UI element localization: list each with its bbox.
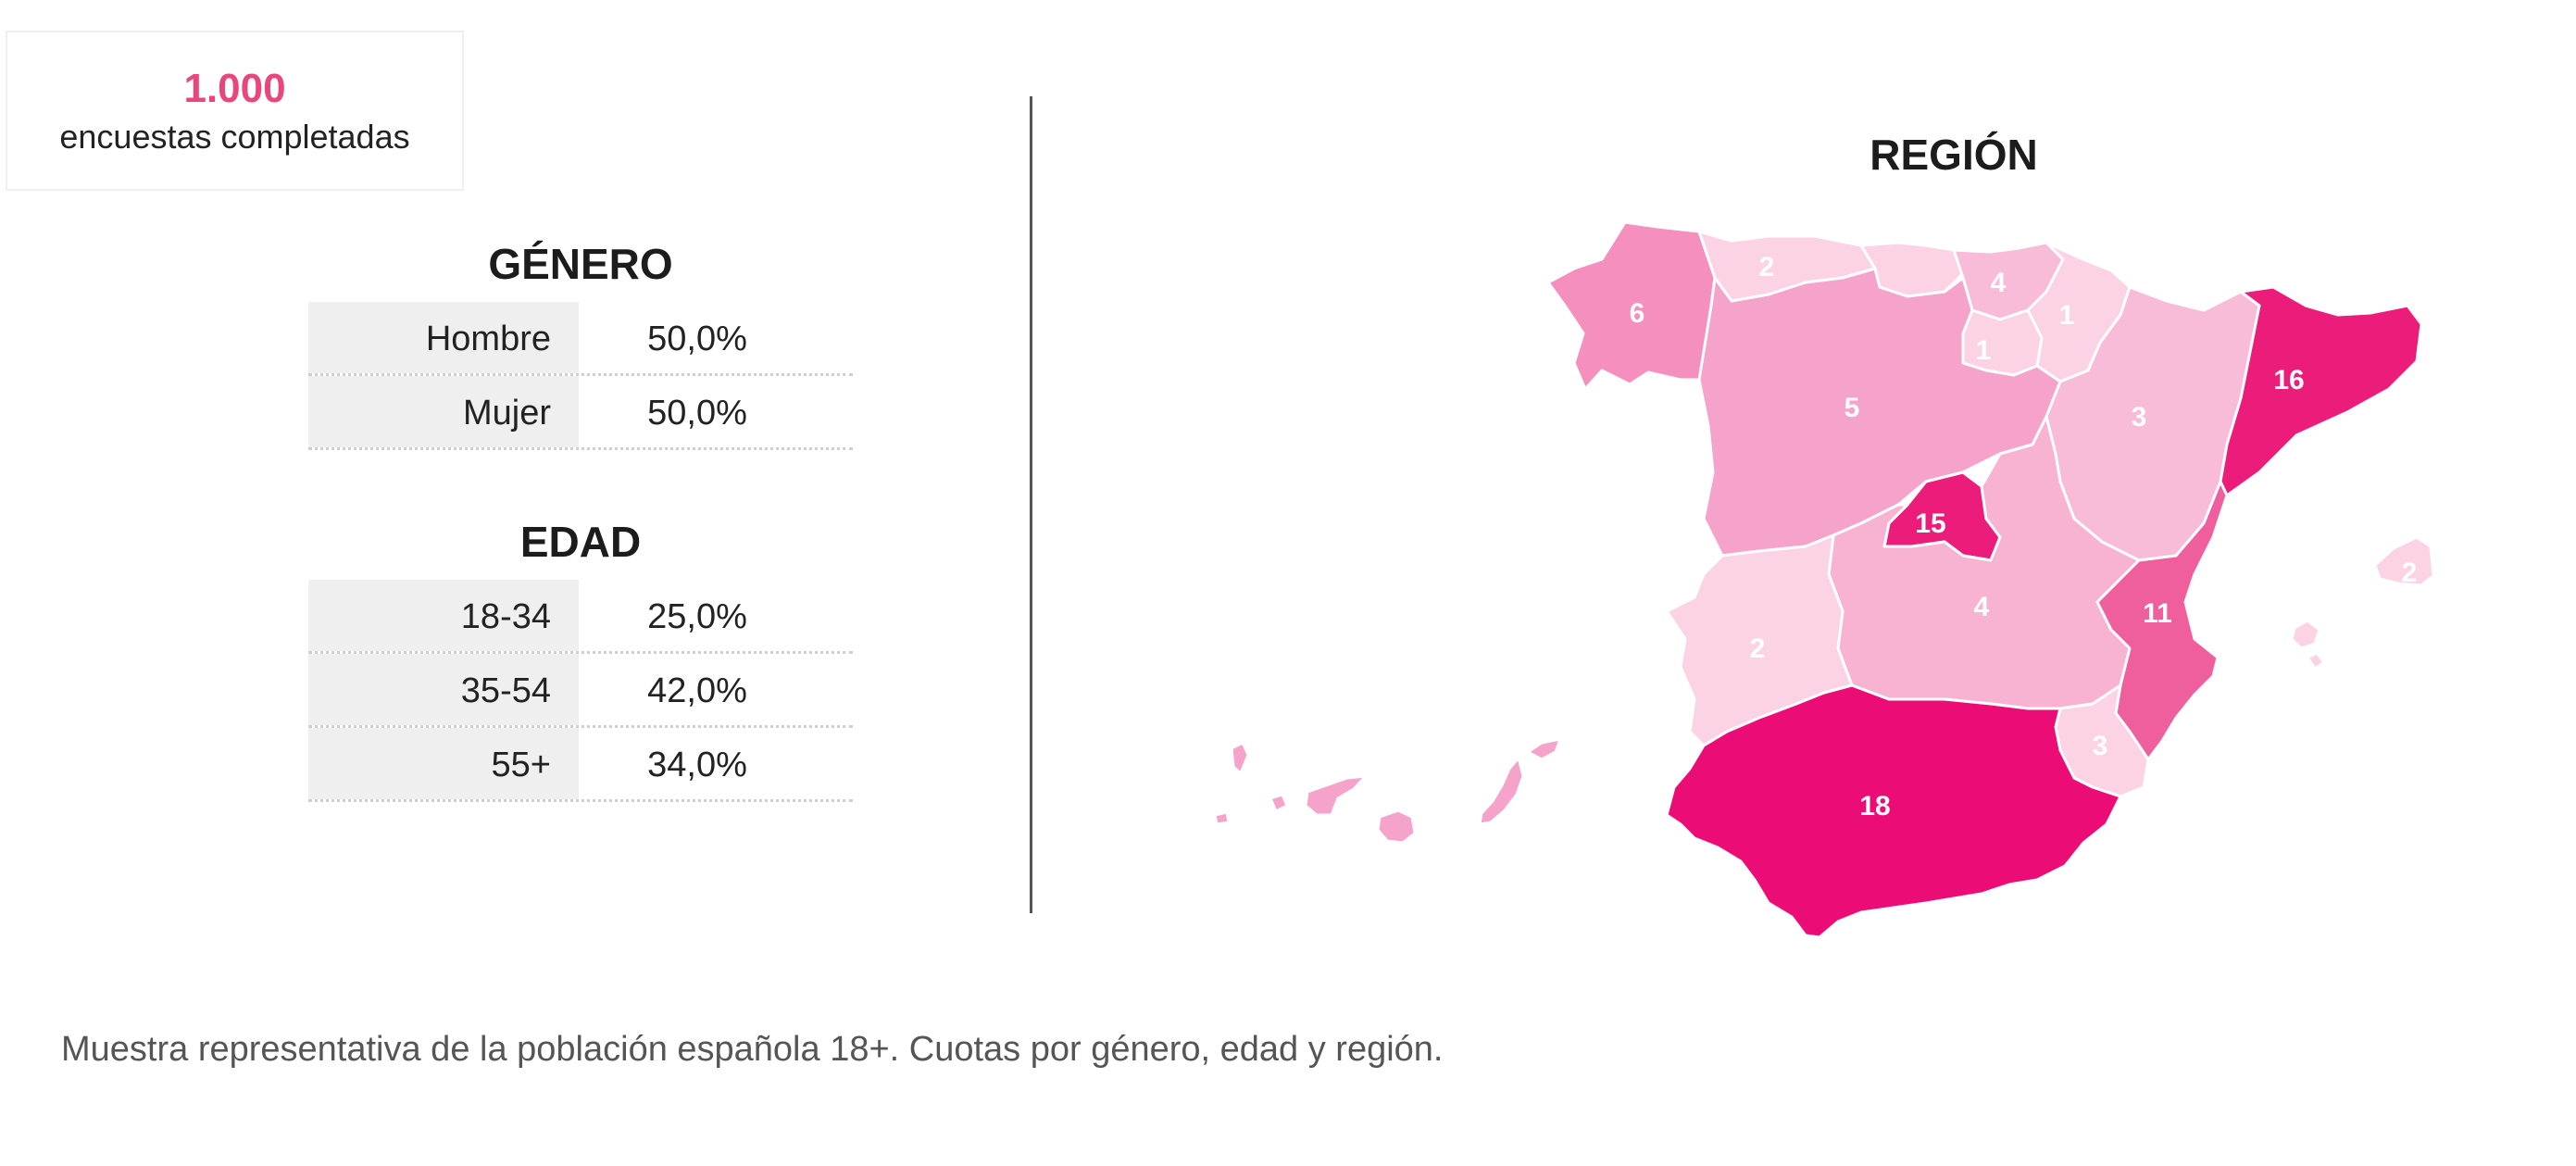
table-row: 55+ 34,0% (308, 728, 853, 802)
region-label-asturias: 2 (1759, 252, 1775, 282)
region-label-aragon: 3 (2132, 402, 2147, 433)
table-row: Mujer 50,0% (308, 376, 853, 450)
region-cataluna (2219, 285, 2423, 497)
age-title: EDAD (519, 518, 642, 566)
table-row: Hombre 50,0% (308, 302, 853, 376)
region-label-pais-vasco: 4 (1991, 268, 2007, 298)
region-valencia (2095, 480, 2229, 761)
survey-count-label: encuestas completadas (59, 118, 410, 156)
gender-value: 50,0% (647, 320, 747, 358)
region-label-murcia: 3 (2093, 731, 2108, 761)
table-row: 35-54 42,0% (308, 654, 853, 728)
region-title: REGIÓN (1869, 131, 2038, 179)
region-label-madrid: 15 (1915, 508, 1945, 539)
section-divider (1030, 96, 1032, 913)
age-label: 55+ (308, 728, 579, 799)
region-canarias (1213, 737, 1562, 845)
region-baleares (2290, 535, 2435, 671)
region-label-castilla-y-leon: 5 (1844, 393, 1860, 423)
age-label: 35-54 (308, 654, 579, 725)
table-row: 18-34 25,0% (308, 580, 853, 654)
gender-value: 50,0% (647, 394, 747, 433)
region-value-labels: 6 2 4 1 1 5 3 16 15 4 11 2 3 18 2 (1630, 252, 2418, 821)
region-label-cataluna: 16 (2273, 365, 2304, 395)
region-label-valencia: 11 (2143, 598, 2172, 629)
gender-label: Mujer (308, 376, 579, 447)
footnote: Muestra representativa de la población e… (61, 1030, 1444, 1069)
region-label-andalucia: 18 (1859, 791, 1890, 821)
region-label-extremadura: 2 (1750, 633, 1766, 664)
region-label-navarra: 1 (2059, 300, 2075, 331)
gender-label: Hombre (308, 302, 579, 373)
region-label-galicia: 6 (1630, 298, 1645, 329)
region-label-castilla-la-mancha: 4 (1974, 592, 1990, 622)
survey-count: 1.000 (183, 66, 286, 111)
gender-title: GÉNERO (488, 240, 673, 288)
age-value: 34,0% (647, 746, 747, 784)
region-label-la-rioja: 1 (1976, 335, 1992, 366)
gender-table: Hombre 50,0% Mujer 50,0% (308, 302, 853, 450)
region-label-baleares: 2 (2402, 558, 2418, 588)
age-value: 25,0% (647, 597, 747, 636)
age-label: 18-34 (308, 580, 579, 651)
summary-box: 1.000 encuestas completadas (6, 31, 464, 191)
age-value: 42,0% (647, 671, 747, 710)
region-andalucia (1665, 683, 2122, 939)
age-table: 18-34 25,0% 35-54 42,0% 55+ 34,0% (308, 580, 853, 802)
